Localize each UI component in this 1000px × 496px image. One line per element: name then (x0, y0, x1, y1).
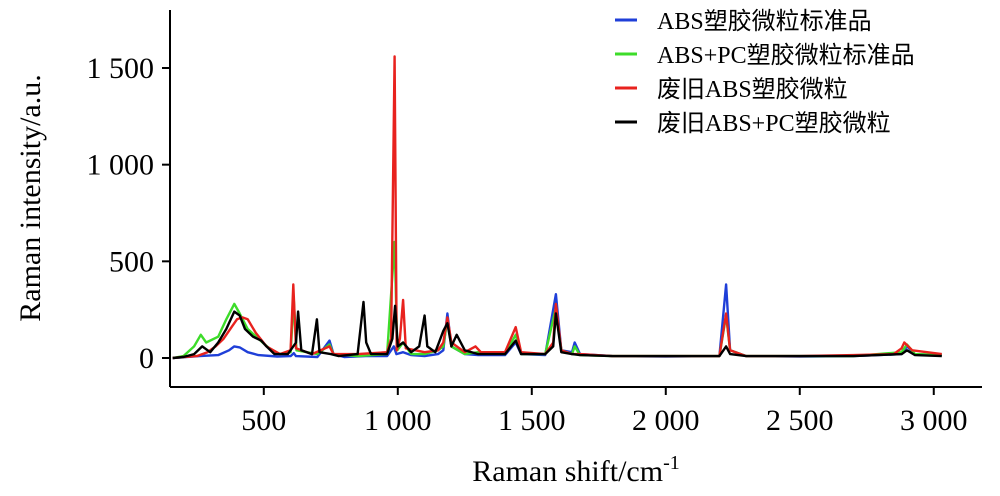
legend-label: ABS塑胶微粒标准品 (657, 8, 872, 35)
legend: ABS塑胶微粒标准品 ABS+PC塑胶微粒标准品废旧ABS塑胶微粒废旧ABS+PC… (615, 8, 915, 137)
x-tick-label: 1 500 (498, 404, 566, 437)
x-ticks: 500 1 000 1 500 2 000 2 500 3 000 (241, 387, 968, 437)
y-tick-label: 1 000 (87, 149, 155, 182)
axes (169, 10, 982, 388)
y-tick-label: 1 500 (87, 52, 155, 85)
plot-lines (172, 55, 942, 360)
series-line-4 (172, 300, 942, 360)
legend-label: 废旧ABS+PC塑胶微粒 (657, 110, 891, 137)
y-axis-title: Raman intensity/a.u. (14, 74, 47, 321)
x-tick-label: 3 000 (900, 404, 968, 437)
y-ticks: 0 500 1 000 1 500 (87, 52, 170, 375)
legend-label: ABS+PC塑胶微粒标准品 (657, 42, 915, 69)
x-tick-label: 2 000 (632, 404, 700, 437)
y-tick-label: 500 (109, 245, 154, 278)
x-tick-label: 2 500 (766, 404, 834, 437)
legend-label: 废旧ABS塑胶微粒 (657, 76, 848, 103)
x-tick-label: 1 000 (364, 404, 432, 437)
x-tick-label: 500 (241, 404, 286, 437)
series-line-3 (172, 55, 942, 360)
x-axis-title: Raman shift/cm-1 (472, 452, 679, 488)
y-tick-label: 0 (139, 342, 154, 375)
